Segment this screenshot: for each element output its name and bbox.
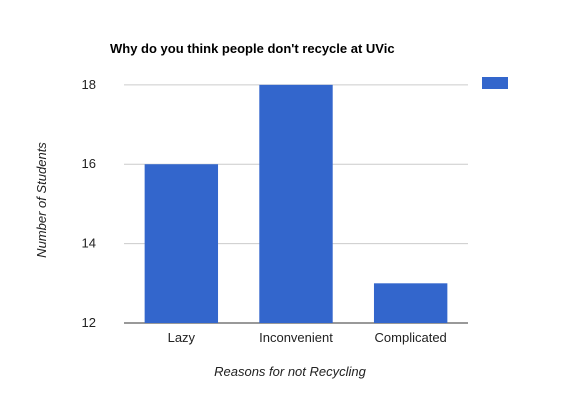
y-axis-label: Number of Students: [34, 142, 49, 258]
y-tick-label: 18: [82, 77, 96, 92]
x-tick-label: Lazy: [168, 330, 196, 345]
legend-swatch: [482, 77, 508, 89]
chart-title: Why do you think people don't recycle at…: [110, 41, 395, 56]
x-tick-labels: Lazy Inconvenient Complicated: [168, 330, 447, 345]
bar-inconvenient: [259, 85, 332, 323]
y-tick-label: 12: [82, 315, 96, 330]
bar-complicated: [374, 283, 447, 323]
bar-lazy: [145, 164, 218, 323]
y-tick-label: 16: [82, 156, 96, 171]
y-tick-label: 14: [82, 236, 96, 251]
x-tick-label: Inconvenient: [259, 330, 333, 345]
x-tick-label: Complicated: [375, 330, 447, 345]
x-axis-label: Reasons for not Recycling: [214, 364, 367, 379]
bars: [145, 85, 448, 323]
y-tick-labels: 12 14 16 18: [82, 77, 96, 330]
